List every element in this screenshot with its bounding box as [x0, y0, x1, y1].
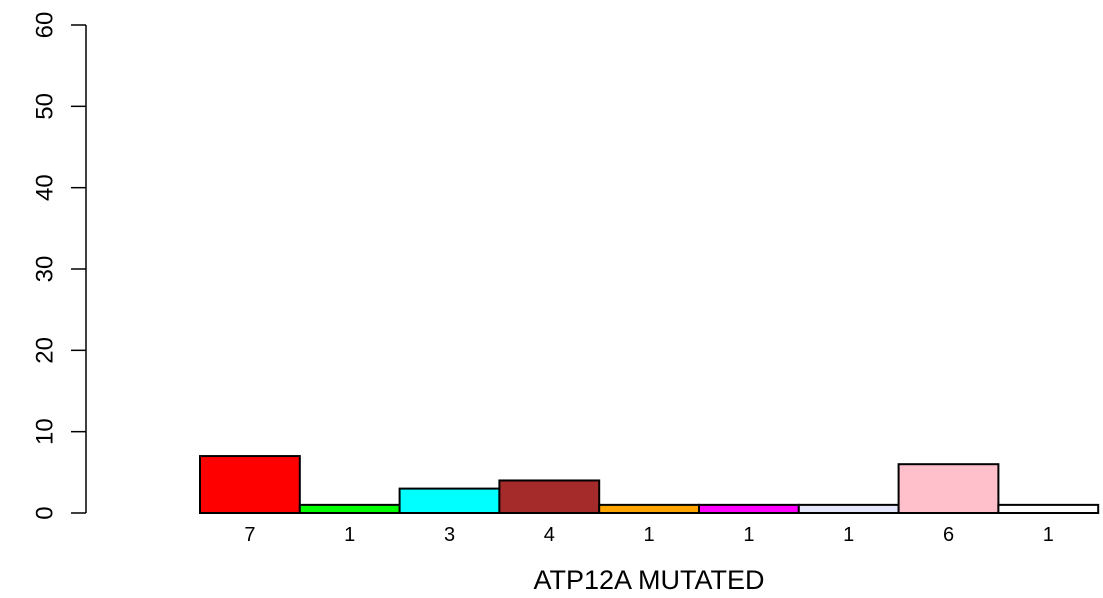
x-axis-title: ATP12A MUTATED: [533, 565, 764, 595]
bar: [298, 503, 401, 515]
y-tick-label: 0: [31, 506, 58, 519]
bar: [698, 503, 800, 515]
bar-value-label: 4: [544, 524, 555, 546]
bar-value-label: 6: [943, 524, 954, 546]
y-tick-label: 50: [31, 93, 58, 120]
bar-value-label: 7: [244, 524, 255, 546]
bar: [498, 479, 601, 515]
bar: [997, 503, 1100, 515]
bar: [398, 487, 501, 515]
bar-value-label: 1: [1043, 524, 1054, 546]
y-tick-label: 30: [31, 256, 58, 283]
bar-value-label: 1: [843, 524, 854, 546]
bar: [199, 455, 301, 515]
bar-value-label: 1: [344, 524, 355, 546]
bar-value-label: 1: [743, 524, 754, 546]
bar: [897, 463, 1000, 515]
bar-value-label: 1: [644, 524, 655, 546]
bar: [598, 503, 701, 515]
y-tick-label: 10: [31, 418, 58, 445]
bar-value-label: 3: [444, 524, 455, 546]
y-tick-label: 60: [31, 12, 58, 39]
y-tick-label: 40: [31, 174, 58, 201]
bar: [797, 503, 900, 515]
bars: [199, 455, 1100, 515]
y-tick-label: 20: [31, 337, 58, 364]
y-axis: 0 10 20 30 40 50 60: [31, 12, 87, 520]
